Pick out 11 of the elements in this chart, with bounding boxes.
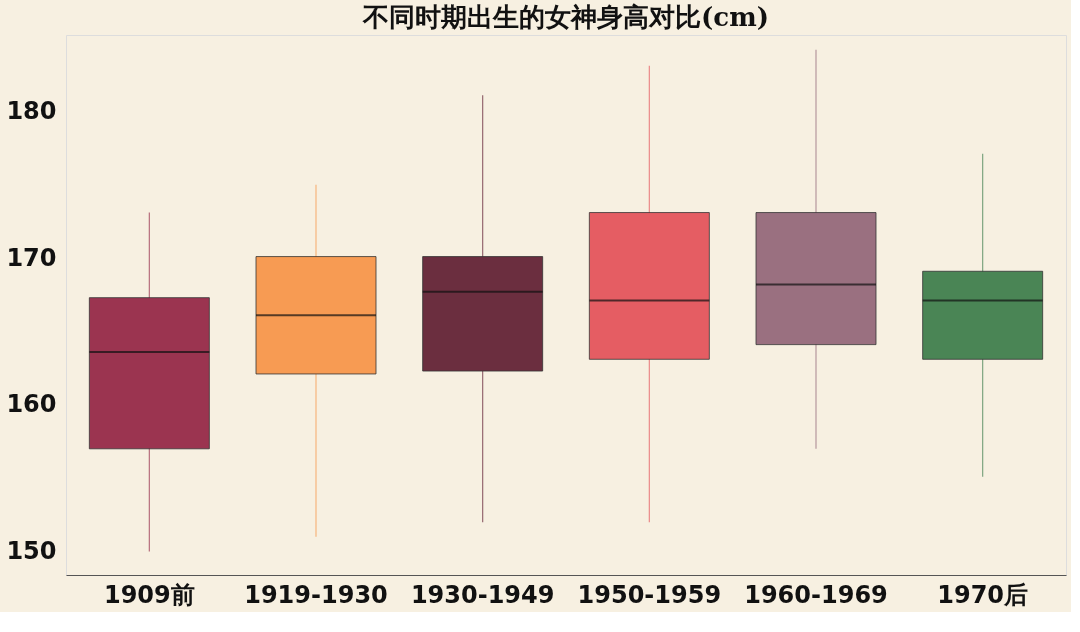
x-tick-label: 1919-1930 xyxy=(244,580,388,609)
x-tick-label: 1909前 xyxy=(103,580,195,609)
y-tick-label: 180 xyxy=(6,96,57,125)
chart-title: 不同时期出生的女神身高对比(cm) xyxy=(362,2,769,32)
y-tick-label: 160 xyxy=(6,390,57,419)
x-tick-label: 1970后 xyxy=(937,580,1029,609)
x-tick-label: 1960-1969 xyxy=(744,580,888,609)
x-tick-label: 1930-1949 xyxy=(410,580,555,609)
x-tick-label: 1950-1959 xyxy=(577,580,722,609)
y-tick-label: 150 xyxy=(6,537,57,566)
y-tick-label: 170 xyxy=(6,243,57,272)
